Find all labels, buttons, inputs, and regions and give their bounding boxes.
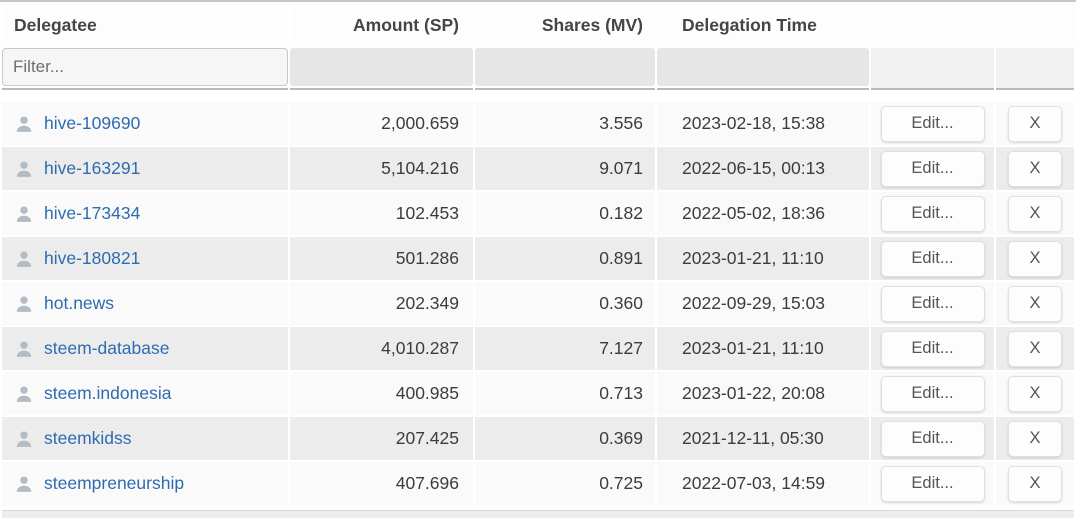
remove-button[interactable]: X (1008, 375, 1062, 412)
table-row: steemkidss 207.425 0.369 2021-12-11, 05:… (2, 417, 1074, 460)
remove-button[interactable]: X (1008, 330, 1062, 367)
delegation-time-value: 2023-02-18, 15:38 (657, 102, 869, 145)
shares-mv-value: 0.369 (475, 417, 655, 460)
delegation-time-value: 2022-06-15, 00:13 (657, 147, 869, 190)
remove-filter-cell (996, 48, 1074, 90)
table-row: hive-180821 501.286 0.891 2023-01-21, 11… (2, 237, 1074, 280)
remove-button[interactable]: X (1008, 240, 1062, 277)
shares-mv-value: 0.360 (475, 282, 655, 325)
delegation-time-value: 2023-01-22, 20:08 (657, 372, 869, 415)
delegatee-link[interactable]: hive-109690 (44, 113, 141, 133)
delegations-table: Delegatee Amount (SP) Shares (MV) Delega… (0, 2, 1076, 507)
person-icon (15, 340, 33, 358)
delegatee-filter-input[interactable] (2, 48, 288, 86)
delegation-time-value: 2022-07-03, 14:59 (657, 462, 869, 505)
shares-mv-value: 0.182 (475, 192, 655, 235)
person-icon (15, 115, 33, 133)
shares-mv-value: 0.713 (475, 372, 655, 415)
edit-button[interactable]: Edit... (880, 285, 985, 322)
shares-mv-value: 7.127 (475, 327, 655, 370)
amount-sp-value: 407.696 (290, 462, 473, 505)
column-header-remove (996, 4, 1074, 46)
shares-filter-cell (475, 48, 655, 86)
edit-button[interactable]: Edit... (880, 330, 985, 367)
delegation-time-value: 2021-12-11, 05:30 (657, 417, 869, 460)
time-filter-cell (657, 48, 869, 86)
edit-button[interactable]: Edit... (880, 240, 985, 277)
delegatee-link[interactable]: hot.news (44, 293, 115, 313)
amount-sp-value: 102.453 (290, 192, 473, 235)
person-icon (15, 475, 33, 493)
shares-mv-value: 9.071 (475, 147, 655, 190)
remove-button[interactable]: X (1008, 195, 1062, 232)
person-icon (15, 205, 33, 223)
column-header-amount-sp[interactable]: Amount (SP) (290, 4, 473, 46)
person-icon (15, 295, 33, 313)
shares-mv-value: 0.725 (475, 462, 655, 505)
edit-filter-cell (871, 48, 994, 90)
delegatee-link[interactable]: steempreneurship (44, 473, 185, 493)
edit-button[interactable]: Edit... (880, 195, 985, 232)
remove-button[interactable]: X (1008, 150, 1062, 187)
column-header-edit (871, 4, 994, 46)
table-row: steem-database 4,010.287 7.127 2023-01-2… (2, 327, 1074, 370)
remove-button[interactable]: X (1008, 465, 1062, 502)
filter-row (2, 48, 1074, 90)
table-header-row: Delegatee Amount (SP) Shares (MV) Delega… (2, 4, 1074, 46)
shares-mv-value: 3.556 (475, 102, 655, 145)
edit-button[interactable]: Edit... (880, 465, 985, 502)
remove-button[interactable]: X (1008, 420, 1062, 457)
table-row: steempreneurship 407.696 0.725 2022-07-0… (2, 462, 1074, 505)
table-row: hive-173434 102.453 0.182 2022-05-02, 18… (2, 192, 1074, 235)
amount-sp-value: 400.985 (290, 372, 473, 415)
person-icon (15, 430, 33, 448)
column-header-delegation-time[interactable]: Delegation Time (657, 4, 869, 46)
next-row-partial (2, 510, 1074, 518)
column-header-delegatee[interactable]: Delegatee (2, 4, 288, 46)
amount-sp-value: 2,000.659 (290, 102, 473, 145)
delegatee-link[interactable]: steem.indonesia (44, 383, 172, 403)
delegatee-link[interactable]: hive-163291 (44, 158, 141, 178)
edit-button[interactable]: Edit... (880, 420, 985, 457)
delegatee-link[interactable]: steemkidss (44, 428, 132, 448)
amount-sp-value: 5,104.216 (290, 147, 473, 190)
amount-sp-value: 202.349 (290, 282, 473, 325)
delegatee-link[interactable]: steem-database (44, 338, 170, 358)
table-row: hive-163291 5,104.216 9.071 2022-06-15, … (2, 147, 1074, 190)
amount-filter-cell (290, 48, 473, 86)
delegation-time-value: 2023-01-21, 11:10 (657, 237, 869, 280)
person-icon (15, 160, 33, 178)
amount-sp-value: 207.425 (290, 417, 473, 460)
shares-mv-value: 0.891 (475, 237, 655, 280)
delegation-time-value: 2023-01-21, 11:10 (657, 327, 869, 370)
delegation-time-value: 2022-09-29, 15:03 (657, 282, 869, 325)
row-divider (0, 507, 1076, 510)
amount-sp-value: 501.286 (290, 237, 473, 280)
person-icon (15, 250, 33, 268)
delegatee-link[interactable]: hive-173434 (44, 203, 141, 223)
amount-sp-value: 4,010.287 (290, 327, 473, 370)
table-row: steem.indonesia 400.985 0.713 2023-01-22… (2, 372, 1074, 415)
person-icon (15, 385, 33, 403)
table-row: hot.news 202.349 0.360 2022-09-29, 15:03… (2, 282, 1074, 325)
column-header-shares-mv[interactable]: Shares (MV) (475, 4, 655, 46)
remove-button[interactable]: X (1008, 105, 1062, 142)
edit-button[interactable]: Edit... (880, 105, 985, 142)
delegatee-link[interactable]: hive-180821 (44, 248, 141, 268)
table-row: hive-109690 2,000.659 3.556 2023-02-18, … (2, 102, 1074, 145)
remove-button[interactable]: X (1008, 285, 1062, 322)
edit-button[interactable]: Edit... (880, 150, 985, 187)
delegation-time-value: 2022-05-02, 18:36 (657, 192, 869, 235)
edit-button[interactable]: Edit... (880, 375, 985, 412)
